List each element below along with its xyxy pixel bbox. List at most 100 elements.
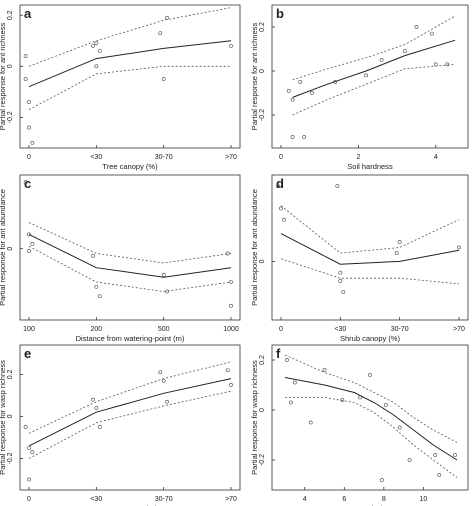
x-tick-label: 4 — [434, 154, 438, 161]
data-point — [97, 49, 102, 53]
data-point — [282, 217, 286, 222]
y-tick-label: 0.2 — [259, 355, 266, 365]
upper-confidence-line — [28, 361, 232, 434]
data-point — [379, 478, 384, 482]
panel-label: c — [24, 176, 31, 191]
data-point — [433, 62, 438, 67]
x-tick-label: 2 — [356, 154, 360, 161]
y-tick-label: 0 — [7, 64, 14, 68]
panel-label: d — [276, 176, 284, 191]
panel-label: a — [24, 6, 32, 21]
data-point — [335, 184, 340, 189]
y-tick-label: 0 — [7, 247, 14, 251]
data-point — [30, 242, 35, 246]
x-tick-label: 1000 — [223, 326, 239, 333]
fitted-line — [284, 377, 458, 461]
upper-confidence-line — [292, 15, 456, 81]
plot-frame — [19, 4, 241, 149]
fitted-line — [280, 233, 460, 265]
y-axis-label: Partial response for ant richness — [0, 22, 7, 130]
panel-e: e -0.2 0 0.2 0 <30 30-70 >70 Tree canopy (%) Part… — [0, 344, 241, 506]
data-point — [364, 73, 369, 78]
data-point — [229, 383, 233, 387]
data-point — [27, 125, 31, 130]
data-point — [430, 31, 434, 36]
data-point — [225, 368, 230, 373]
x-tick-label: 500 — [158, 326, 170, 333]
upper-confidence-line — [280, 205, 460, 254]
panel-label: f — [276, 346, 281, 361]
x-axis-label: Distance from watering-point (m) — [76, 334, 185, 343]
lower-confidence-line — [280, 258, 460, 285]
x-axis-label: Complexity — [351, 504, 388, 506]
y-tick-label: 0.2 — [7, 369, 14, 379]
data-point — [94, 41, 99, 46]
y-axis-label: Partial response for wasp richness — [0, 360, 7, 475]
y-tick-label: 0 — [259, 408, 266, 412]
data-point — [27, 477, 31, 482]
data-point — [292, 380, 297, 385]
x-tick-label: 30-70 — [155, 154, 173, 161]
data-point — [302, 135, 307, 139]
data-point — [23, 77, 28, 81]
data-point — [23, 425, 28, 429]
y-tick-label: 0.2 — [259, 22, 266, 32]
data-point — [94, 284, 99, 289]
panel-c: c 0 100 200 500 1000 Distance from watering-po… — [0, 174, 241, 343]
x-tick-label: 10 — [420, 496, 428, 503]
x-tick-label: 30-70 — [155, 496, 173, 503]
lower-confidence-line — [28, 390, 232, 459]
data-point — [229, 303, 233, 308]
data-point — [30, 140, 35, 145]
data-point — [97, 294, 102, 299]
data-point — [340, 398, 345, 402]
y-tick-label: 0.2 — [7, 10, 14, 20]
data-point — [27, 232, 31, 237]
data-point — [158, 31, 163, 35]
data-point — [161, 77, 166, 81]
data-point — [165, 399, 169, 404]
data-point — [229, 43, 233, 48]
x-tick-label: >70 — [225, 496, 237, 503]
data-point — [279, 206, 283, 211]
lower-confidence-line — [292, 64, 456, 116]
plot-frame — [271, 174, 469, 321]
upper-confidence-line — [28, 222, 232, 264]
data-point — [161, 378, 166, 383]
y-axis-label: Partial response for ant richness — [250, 22, 259, 130]
lower-confidence-line — [28, 65, 231, 111]
y-tick-label: 0 — [259, 259, 266, 263]
y-tick-label: 0 — [259, 69, 266, 73]
data-point — [402, 49, 407, 54]
panel-label: b — [276, 6, 284, 21]
data-point — [94, 64, 99, 69]
x-tick-label: 100 — [23, 326, 35, 333]
data-point — [290, 135, 295, 139]
x-tick-label: 200 — [90, 326, 102, 333]
y-tick-label: -0.2 — [259, 454, 266, 466]
upper-confidence-line — [284, 354, 458, 443]
upper-confidence-line — [28, 7, 232, 67]
x-axis-label: Tree canopy (%) — [102, 504, 158, 506]
data-point — [308, 420, 313, 425]
data-point — [338, 279, 343, 283]
data-point — [91, 253, 95, 258]
y-axis-label: Partial response for wasp richness — [250, 360, 259, 475]
x-tick-label: >70 — [453, 326, 465, 333]
y-tick-label: -0.2 — [7, 452, 14, 464]
data-point — [97, 425, 102, 429]
data-point — [437, 473, 442, 477]
data-point — [276, 184, 280, 189]
data-point — [91, 397, 95, 402]
x-tick-label: 0 — [279, 326, 283, 333]
fitted-line — [28, 233, 232, 278]
panel-b: b -0.2 0 0.2 0 2 4 Soil hardness Partial respons… — [250, 4, 469, 171]
x-tick-label: 4 — [303, 496, 307, 503]
x-tick-label: <30 — [90, 154, 102, 161]
fitted-line — [292, 39, 456, 98]
data-point — [91, 43, 95, 48]
data-point — [445, 62, 450, 67]
data-point — [383, 403, 388, 407]
data-point — [286, 88, 291, 93]
